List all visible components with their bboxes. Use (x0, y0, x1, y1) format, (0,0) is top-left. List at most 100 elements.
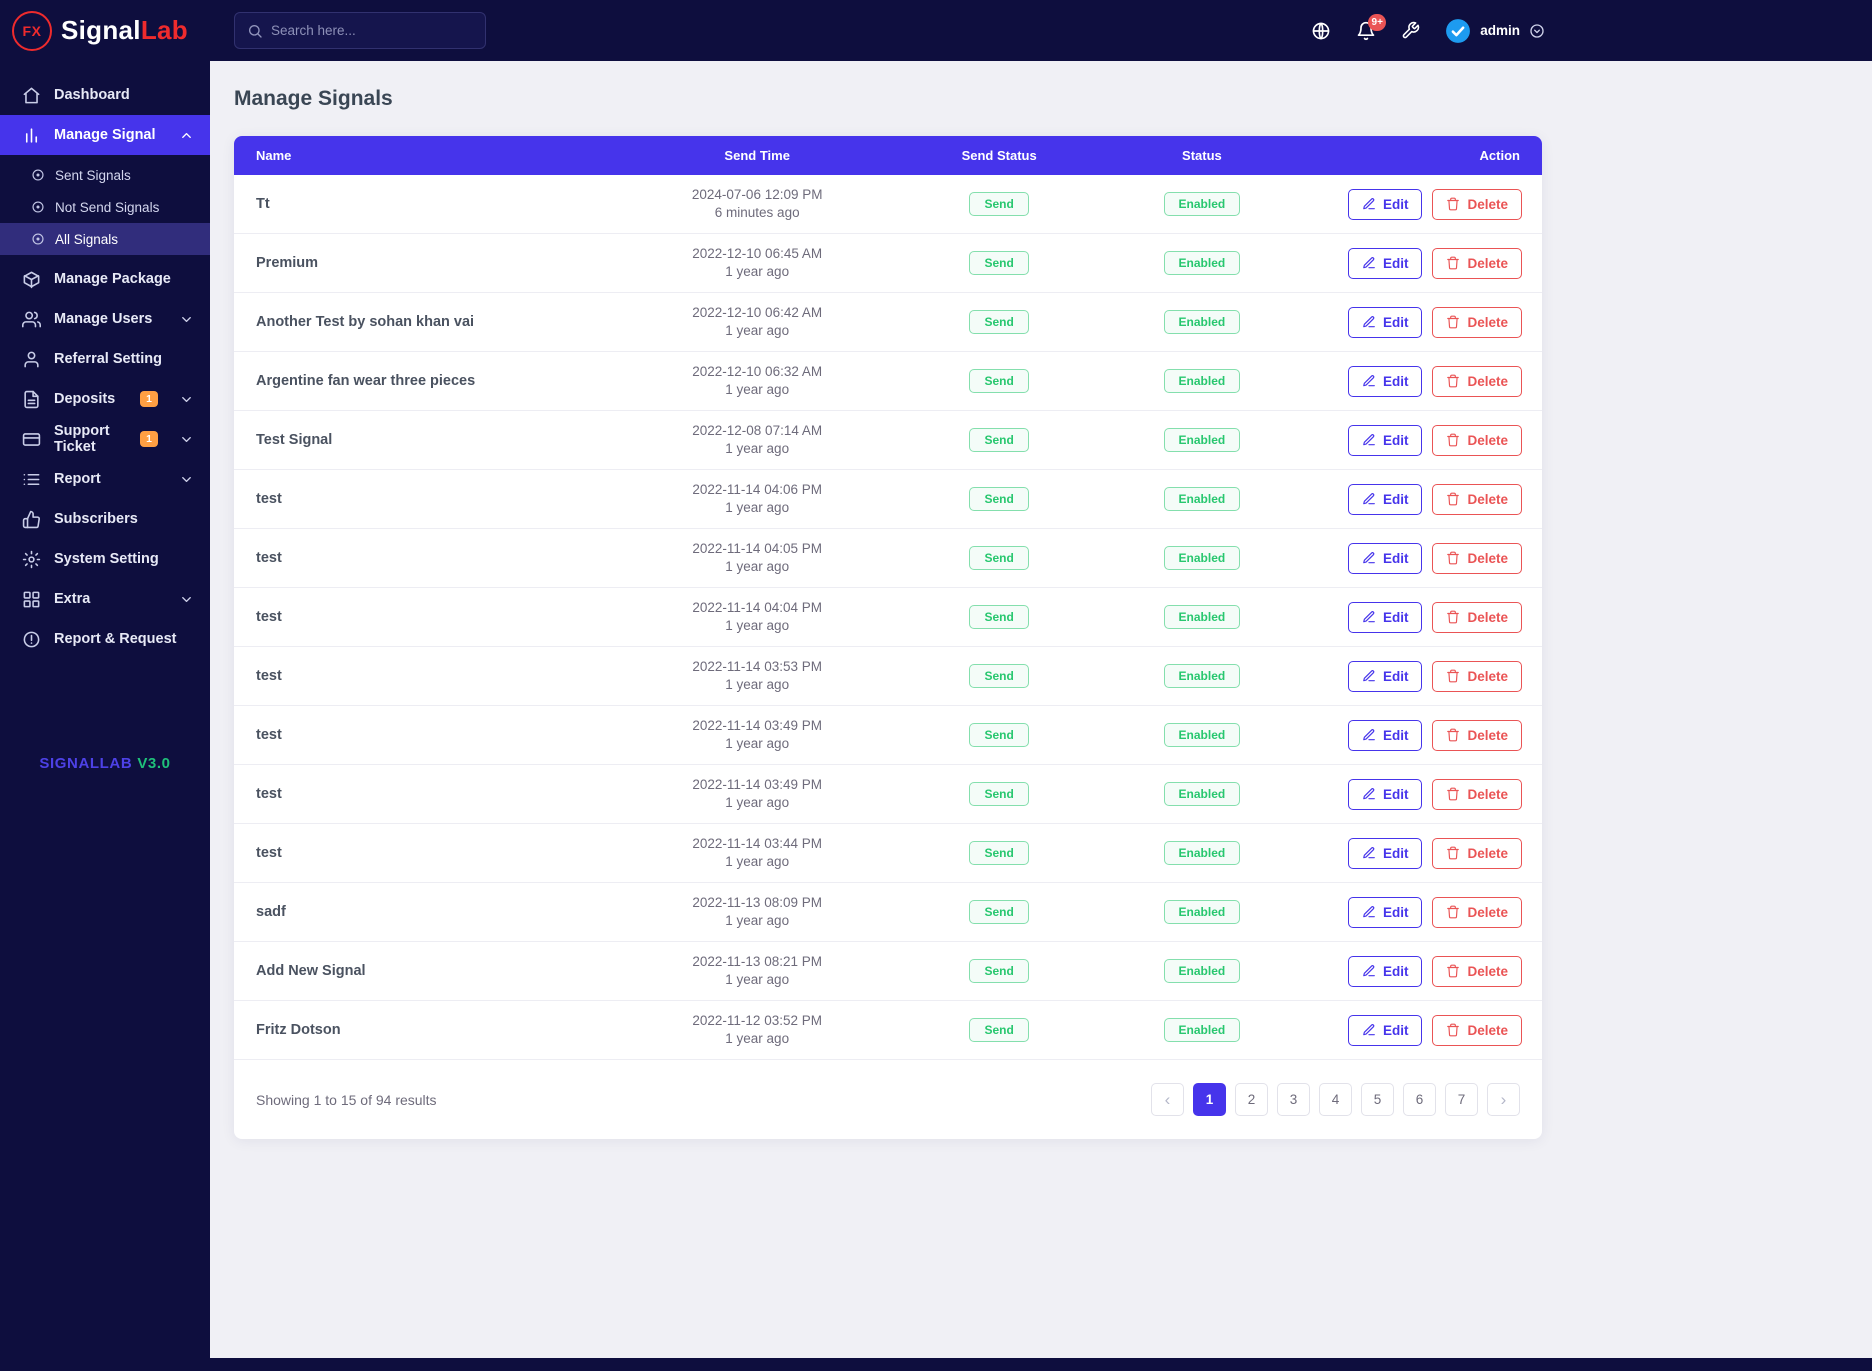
sidebar-subitem-sent-signals[interactable]: Sent Signals (0, 159, 210, 191)
sidebar-item-system-setting[interactable]: System Setting (0, 539, 210, 579)
delete-button[interactable]: Delete (1432, 365, 1522, 397)
delete-button[interactable]: Delete (1432, 247, 1522, 279)
edit-button[interactable]: Edit (1347, 837, 1423, 869)
table-row: Test Signal 2022-12-08 07:14 AM 1 year ago… (234, 411, 1542, 470)
sidebar-item-dashboard[interactable]: Dashboard (0, 75, 210, 115)
sidebar-item-subscribers[interactable]: Subscribers (0, 499, 210, 539)
edit-button[interactable]: Edit (1347, 778, 1423, 810)
page-button-3[interactable]: 3 (1277, 1083, 1310, 1116)
send-time: 2022-11-14 03:53 PM (692, 658, 822, 674)
page-button-6[interactable]: 6 (1403, 1083, 1436, 1116)
pencil-icon (1362, 551, 1376, 565)
page-next-button[interactable]: › (1487, 1083, 1520, 1116)
send-time-cell: 2022-11-14 04:04 PM 1 year ago (626, 588, 888, 647)
status-cell: Enabled (1110, 175, 1294, 234)
search-input[interactable] (271, 23, 473, 38)
page-button-2[interactable]: 2 (1235, 1083, 1268, 1116)
send-status-badge: Send (969, 841, 1029, 865)
action-cell: Edit Delete (1293, 883, 1542, 942)
table-body: Tt 2024-07-06 12:09 PM 6 minutes ago Send En… (234, 175, 1542, 1060)
send-status-cell: Send (887, 293, 1111, 352)
status-cell: Enabled (1110, 411, 1294, 470)
signals-table: Name Send Time Send Status Status Action Tt 2… (234, 136, 1542, 1060)
delete-button[interactable]: Delete (1432, 188, 1522, 220)
edit-button[interactable]: Edit (1347, 188, 1423, 220)
delete-button[interactable]: Delete (1432, 955, 1522, 987)
sidebar-subitem-all-signals[interactable]: All Signals (0, 223, 210, 255)
send-status-cell: Send (887, 765, 1111, 824)
sidebar-subitem-not-send-signals[interactable]: Not Send Signals (0, 191, 210, 223)
edit-button[interactable]: Edit (1347, 247, 1423, 279)
page-button-1[interactable]: 1 (1193, 1083, 1226, 1116)
delete-button[interactable]: Delete (1432, 424, 1522, 456)
globe-icon[interactable] (1311, 21, 1331, 41)
status-cell: Enabled (1110, 883, 1294, 942)
edit-button[interactable]: Edit (1347, 306, 1423, 338)
sidebar-item-report-request[interactable]: Report & Request (0, 619, 210, 659)
results-summary: Showing 1 to 15 of 94 results (256, 1091, 437, 1108)
edit-button[interactable]: Edit (1347, 719, 1423, 751)
edit-button[interactable]: Edit (1347, 1014, 1423, 1046)
action-cell: Edit Delete (1293, 234, 1542, 293)
brand-logo[interactable]: FX SignalLab (0, 0, 210, 61)
delete-button[interactable]: Delete (1432, 778, 1522, 810)
send-time-ago: 1 year ago (725, 795, 790, 810)
sidebar-item-support-ticket[interactable]: Support Ticket 1 (0, 419, 210, 459)
pencil-icon (1362, 905, 1376, 919)
page-button-7[interactable]: 7 (1445, 1083, 1478, 1116)
topbar: 9+ admin (210, 0, 1872, 61)
send-time-cell: 2022-11-14 03:53 PM 1 year ago (626, 647, 888, 706)
send-time: 2022-11-13 08:09 PM (692, 894, 822, 910)
delete-button[interactable]: Delete (1432, 660, 1522, 692)
delete-button[interactable]: Delete (1432, 896, 1522, 928)
disc-icon (31, 168, 45, 182)
user-name: admin (1480, 23, 1520, 38)
edit-button[interactable]: Edit (1347, 542, 1423, 574)
bell-icon[interactable]: 9+ (1356, 13, 1387, 41)
brand-name-secondary: Lab (140, 15, 188, 45)
delete-button[interactable]: Delete (1432, 1014, 1522, 1046)
pencil-icon (1362, 374, 1376, 388)
notification-badge: 9+ (1368, 13, 1387, 31)
signal-name: test (234, 765, 627, 824)
edit-button[interactable]: Edit (1347, 365, 1423, 397)
sidebar-item-report[interactable]: Report (0, 459, 210, 499)
status-badge: Enabled (1163, 900, 1241, 924)
delete-button[interactable]: Delete (1432, 483, 1522, 515)
status-badge: Enabled (1163, 428, 1241, 452)
table-row: test 2022-11-14 03:49 PM 1 year ago Send Ena… (234, 765, 1542, 824)
send-time-ago: 1 year ago (725, 559, 790, 574)
sidebar-item-manage-package[interactable]: Manage Package (0, 259, 210, 299)
pencil-icon (1362, 197, 1376, 211)
delete-button[interactable]: Delete (1432, 306, 1522, 338)
page-button-5[interactable]: 5 (1361, 1083, 1394, 1116)
edit-button[interactable]: Edit (1347, 660, 1423, 692)
user-menu[interactable]: admin (1445, 18, 1545, 44)
page-prev-button[interactable]: ‹ (1151, 1083, 1184, 1116)
wrench-icon[interactable] (1401, 21, 1420, 40)
page-button-4[interactable]: 4 (1319, 1083, 1352, 1116)
pencil-icon (1362, 1023, 1376, 1037)
delete-button[interactable]: Delete (1432, 601, 1522, 633)
delete-button[interactable]: Delete (1432, 542, 1522, 574)
ticket-icon (22, 430, 41, 449)
edit-button[interactable]: Edit (1347, 896, 1423, 928)
edit-button[interactable]: Edit (1347, 483, 1423, 515)
edit-button[interactable]: Edit (1347, 601, 1423, 633)
delete-button[interactable]: Delete (1432, 719, 1522, 751)
table-row: test 2022-11-14 03:49 PM 1 year ago Send Ena… (234, 706, 1542, 765)
sidebar-subitem-label: All Signals (55, 231, 119, 247)
edit-button[interactable]: Edit (1347, 955, 1423, 987)
sidebar-item-manage-users[interactable]: Manage Users (0, 299, 210, 339)
pencil-icon (1362, 669, 1376, 683)
pencil-icon (1362, 610, 1376, 624)
send-time-cell: 2022-11-14 03:49 PM 1 year ago (626, 765, 888, 824)
edit-button[interactable]: Edit (1347, 424, 1423, 456)
sidebar-item-deposits[interactable]: Deposits 1 (0, 379, 210, 419)
delete-button[interactable]: Delete (1432, 837, 1522, 869)
sidebar-item-manage-signal[interactable]: Manage Signal (0, 115, 210, 155)
sidebar-item-referral-setting[interactable]: Referral Setting (0, 339, 210, 379)
send-time-ago: 1 year ago (725, 618, 790, 633)
sidebar-item-extra[interactable]: Extra (0, 579, 210, 619)
trash-icon (1446, 905, 1460, 919)
